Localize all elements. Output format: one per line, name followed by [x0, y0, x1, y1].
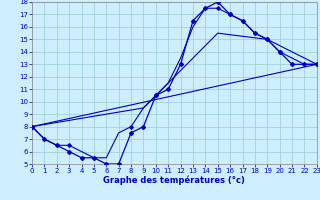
X-axis label: Graphe des températures (°c): Graphe des températures (°c)	[103, 176, 245, 185]
